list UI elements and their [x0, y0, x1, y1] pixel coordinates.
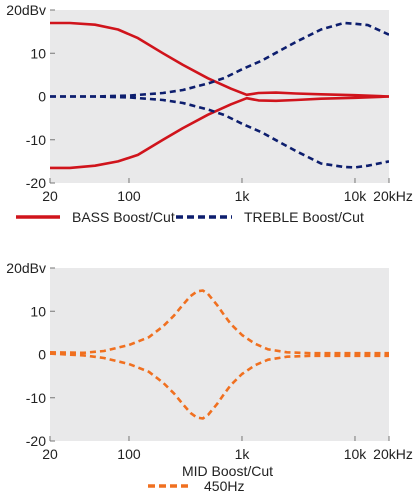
legend-item: 450Hz: [148, 478, 244, 494]
x-tick-label: 1k: [235, 446, 251, 462]
y-tick-label: -20: [26, 175, 46, 191]
y-tick-label: -10: [26, 390, 46, 406]
y-tick-label: 0: [38, 347, 46, 363]
x-tick-label: 1k: [235, 188, 251, 204]
x-tick-label: 20: [42, 446, 58, 462]
legend-label: BASS Boost/Cut: [72, 209, 175, 225]
x-tick-label: 100: [117, 188, 141, 204]
legend-label: 450Hz: [204, 478, 244, 494]
chart-title: MID Boost/Cut: [182, 463, 273, 479]
x-tick-label: 20: [42, 188, 58, 204]
y-tick-label: 0: [38, 89, 46, 105]
series-line-450hz-1: [50, 352, 389, 420]
series-line-bass-boost-cut-0: [50, 21, 389, 98]
legend-item: TREBLE Boost/Cut: [176, 209, 364, 225]
plot-area: [50, 10, 389, 183]
x-tick-label: 10k: [344, 446, 368, 462]
y-tick-label: 10: [30, 45, 46, 61]
y-tick-label: 20dBv: [6, 2, 46, 18]
y-tick-label: -20: [26, 433, 46, 449]
series-line-bass-boost-cut-1: [50, 95, 389, 170]
y-tick-label: 20dBv: [6, 260, 46, 276]
legend-label: TREBLE Boost/Cut: [244, 209, 364, 225]
x-tick-label: 100: [117, 446, 141, 462]
x-tick-label: 10k: [344, 188, 368, 204]
y-tick-label: 10: [30, 303, 46, 319]
plot-area: [50, 268, 389, 441]
x-tick-label: 20kHz: [373, 188, 413, 204]
x-tick-label: 20kHz: [373, 446, 413, 462]
series-line-treble-boost-cut-0: [50, 21, 389, 98]
legend-item: BASS Boost/Cut: [16, 209, 175, 225]
series-line-treble-boost-cut-1: [50, 95, 389, 169]
y-tick-label: -10: [26, 132, 46, 148]
series-line-450hz-0: [50, 289, 389, 355]
